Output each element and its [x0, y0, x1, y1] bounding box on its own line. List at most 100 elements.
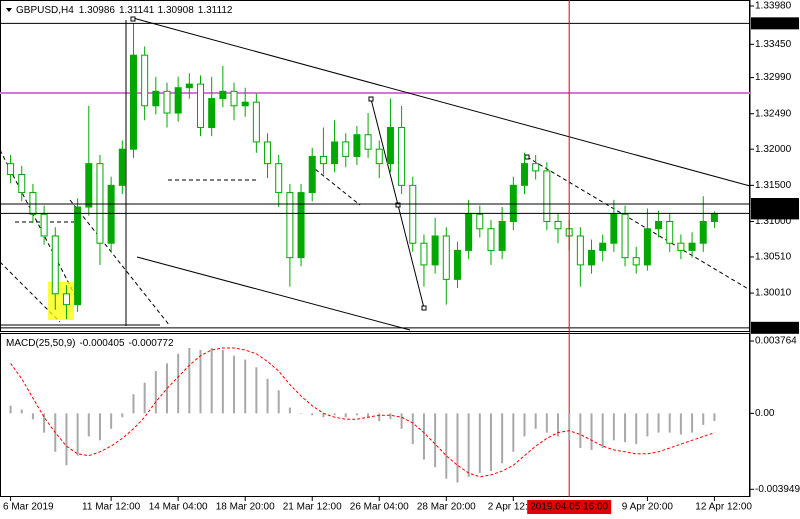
y-tick-label: 0.003764: [755, 336, 797, 347]
histogram-bar: [367, 413, 370, 418]
candle-body: [442, 235, 450, 280]
indicator-name: MACD(25,50,9): [6, 338, 75, 349]
histogram-bar: [233, 355, 236, 414]
histogram-bar: [31, 413, 34, 420]
x-tick-label: 18 Mar 20:00: [216, 502, 275, 513]
y-tick-label: 1.31000: [755, 216, 792, 227]
x-tick-label: 14 Mar 04:00: [149, 502, 208, 513]
y-tick-label: 1.30010: [755, 288, 792, 299]
candle-body: [275, 163, 283, 194]
candle-body: [152, 90, 160, 107]
y-tick-label: 1.30510: [755, 252, 792, 263]
candle-body: [62, 293, 70, 306]
histogram-bar: [557, 413, 560, 437]
candle-body: [96, 163, 104, 244]
candle-body: [219, 90, 227, 100]
x-tick-label: 6 Mar 2019: [3, 502, 54, 513]
histogram-bar: [110, 413, 113, 429]
histogram-bar: [456, 413, 459, 483]
histogram-bar: [266, 378, 269, 414]
histogram-bar: [322, 413, 325, 418]
candle-body: [107, 184, 115, 244]
candle-body: [632, 257, 640, 266]
histogram-bar: [702, 413, 705, 425]
candle-body: [74, 206, 82, 306]
histogram-bar: [87, 413, 90, 437]
histogram-bar: [76, 413, 79, 456]
candle-body: [264, 141, 272, 165]
histogram-bar: [545, 413, 548, 433]
histogram-bar: [389, 413, 392, 420]
candle-body: [18, 173, 26, 194]
open-value: 1.30986: [79, 5, 116, 16]
x-tick-label: 11 Mar 12:00: [82, 502, 141, 513]
histogram-bar: [188, 348, 191, 414]
candle-body: [230, 90, 238, 107]
trendline: [136, 256, 411, 331]
histogram-bar: [601, 413, 604, 448]
candle-body: [118, 148, 126, 186]
candle-body: [308, 155, 316, 194]
candle-body: [342, 141, 350, 157]
histogram-bar: [679, 413, 682, 435]
candle-body: [197, 83, 205, 128]
candle-body: [40, 213, 48, 237]
x-tick-label: 28 Mar 20:00: [417, 502, 476, 513]
y-tick-label: 1.32000: [755, 144, 792, 155]
candle-body: [576, 235, 584, 266]
anchor: [368, 96, 374, 102]
macd-value: -0.000405: [79, 338, 124, 349]
histogram-bar: [9, 405, 12, 414]
histogram-bar: [300, 413, 303, 414]
candle-body: [532, 163, 540, 172]
main-panel: [0, 0, 750, 332]
histogram-bar: [445, 413, 448, 479]
y-tick-label: 1.31500: [755, 180, 792, 191]
histogram-bar: [467, 413, 470, 477]
menu-arrow[interactable]: [6, 8, 12, 12]
candle-body: [163, 90, 171, 114]
candle-body: [286, 192, 294, 259]
candle-body: [174, 87, 182, 114]
candle-body: [431, 235, 439, 266]
histogram-bar: [210, 348, 213, 414]
candle-body: [476, 213, 484, 230]
candle-body: [398, 126, 406, 186]
histogram-bar: [177, 353, 180, 414]
histogram-bar: [121, 413, 124, 418]
candle-body: [185, 83, 193, 89]
histogram-bar: [400, 413, 403, 429]
anchor: [421, 305, 427, 311]
price-label: 1.33740: [755, 18, 792, 29]
histogram-bar: [657, 413, 660, 433]
histogram-bar: [277, 390, 280, 414]
price-label-box: [751, 17, 799, 30]
histogram-bar: [311, 413, 314, 416]
candle-body: [610, 213, 618, 244]
histogram-bar: [221, 349, 224, 414]
y-tick-label: 1.33980: [755, 1, 792, 12]
histogram-bar: [333, 413, 336, 416]
histogram-bar: [478, 413, 481, 473]
histogram-bar: [132, 394, 135, 414]
price-label-box: [751, 321, 799, 334]
histogram-bar: [199, 349, 202, 414]
anchor: [130, 16, 136, 22]
histogram-bar: [288, 407, 291, 414]
selected-time-box: [527, 500, 612, 514]
candle-body: [331, 141, 339, 165]
histogram-bar: [344, 413, 347, 418]
histogram-bar: [143, 382, 146, 414]
candle-body: [599, 242, 607, 251]
y-tick-label: 0.00: [755, 408, 775, 419]
candle-body: [364, 134, 372, 150]
candle-body: [319, 155, 327, 165]
histogram-bar: [422, 413, 425, 460]
histogram-bar: [98, 413, 101, 441]
x-tick-label: 12 Apr 12:00: [695, 502, 752, 513]
candle-body: [710, 213, 718, 223]
macd-header: MACD(25,50,9) -0.000405 -0.000772: [6, 338, 174, 349]
candle-body: [141, 54, 149, 107]
symbol: GBPUSD,H4: [16, 5, 74, 16]
candle-body: [699, 221, 707, 244]
